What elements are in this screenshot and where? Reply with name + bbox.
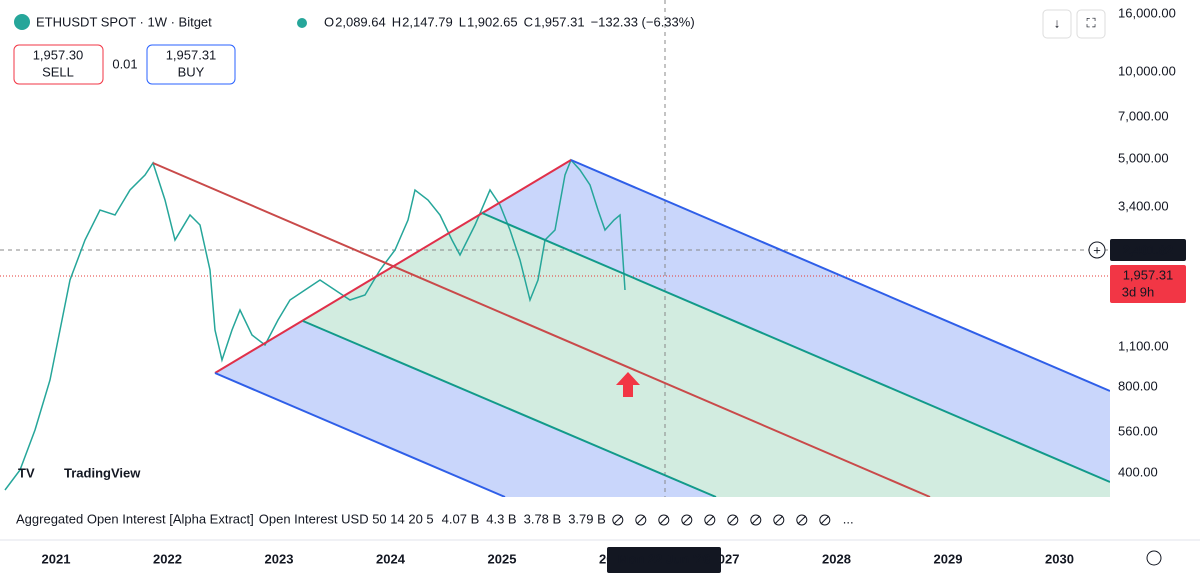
crosshair-date: Mon 22 Jun '26: [618, 551, 711, 566]
indicator-value: 3.79 B: [568, 511, 606, 526]
hidden-value-icon: [612, 514, 624, 526]
time-label: 2022: [153, 551, 182, 566]
hidden-value-icon: [658, 514, 670, 526]
last-price-box: [1110, 265, 1186, 303]
indicator-name: Aggregated Open Interest [Alpha Extract]: [16, 511, 254, 526]
hidden-value-icon: [727, 514, 739, 526]
sell-label: SELL: [42, 64, 74, 79]
indicator-more: ...: [843, 511, 854, 526]
price-series: [4, 158, 626, 491]
watermark-logo: TV: [18, 465, 35, 480]
crosshair-date-box: [607, 547, 721, 573]
pitchfork-lower: [214, 372, 506, 498]
indicator-params: Open Interest USD 50 14 20 5: [259, 511, 434, 526]
hidden-value-icon-slash: [728, 515, 738, 525]
time-label: 2024: [376, 551, 406, 566]
sell-price: 1,957.30: [33, 47, 84, 62]
hidden-value-icon: [750, 514, 762, 526]
price-label: 560.00: [1118, 423, 1158, 438]
price-label: 7,000.00: [1118, 108, 1169, 123]
fullscreen-icon: ⛶: [1085, 15, 1096, 30]
hidden-value-icon: [635, 514, 647, 526]
status-dot: [297, 18, 307, 28]
pitchfork-median: [152, 162, 931, 498]
hidden-value-icon: [704, 514, 716, 526]
ohlc: O 2,089.64 H 2,147.79 L 1,902.65 C 1,957.31 −132…: [324, 14, 695, 29]
price-axis-labels: 16,000.00 10,000.00 7,000.00 5,000.00 3,400.…: [1118, 5, 1176, 479]
pitchfork-inner-lower: [302, 320, 717, 498]
pitchfork-inner-upper: [481, 212, 1111, 483]
price-label: 10,000.00: [1118, 63, 1176, 78]
sell-button[interactable]: [13, 44, 104, 85]
ohlc-key: L: [459, 14, 466, 29]
time-label: 2025: [488, 551, 517, 566]
indicator-value: 4.07 B: [442, 511, 480, 526]
ohlc-value: 2,147.79: [402, 14, 453, 29]
indicator-value: 3.78 B: [524, 511, 562, 526]
hidden-value-icon-slash: [636, 515, 646, 525]
ohlc-key: O: [324, 14, 334, 29]
hidden-value-icon-slash: [682, 515, 692, 525]
settings-button[interactable]: [1146, 550, 1162, 566]
watermark: TradingView: [64, 465, 141, 480]
price-label: 5,000.00: [1118, 150, 1169, 165]
crosshair-price-box: [1110, 239, 1186, 261]
hidden-value-icon-slash: [613, 515, 623, 525]
ohlc-value: 1,902.65: [467, 14, 518, 29]
hidden-value-icon-slash: [774, 515, 784, 525]
crosshair-plus[interactable]: [1088, 241, 1106, 259]
price-label: 400.00: [1118, 464, 1158, 479]
price-label: 800.00: [1118, 378, 1158, 393]
price-label: 1,100.00: [1118, 338, 1169, 353]
pitchfork-inner-fill: [303, 213, 1110, 497]
indicator-pane: [0, 497, 1200, 540]
symbol-icon: [14, 14, 30, 30]
countdown: 3d 9h: [1122, 284, 1155, 299]
price-label: 3,400.00: [1118, 198, 1169, 213]
hidden-value-icon: [819, 514, 831, 526]
hidden-value-icon: [681, 514, 693, 526]
indicator-value: 4.3 B: [486, 511, 516, 526]
buy-button[interactable]: [146, 44, 236, 85]
arrow-marker: [616, 372, 640, 397]
download-button[interactable]: [1042, 9, 1072, 39]
ohlc-value: 1,957.31: [534, 14, 585, 29]
ohlc-key: C: [524, 14, 533, 29]
pitchfork-upper: [570, 159, 1111, 392]
hidden-value-icon-slash: [659, 515, 669, 525]
download-icon: ↓: [1054, 15, 1061, 30]
change: −132.33 (−6.33%): [591, 14, 695, 29]
crosshair-price: 2,401.82: [1123, 242, 1174, 257]
time-label: 2030: [1045, 551, 1074, 566]
ohlc-value: 2,089.64: [335, 14, 386, 29]
fullscreen-button[interactable]: [1076, 9, 1106, 39]
quantity: 0.01: [112, 56, 137, 71]
time-label: 2021: [42, 551, 71, 566]
time-label: 2023: [265, 551, 294, 566]
hidden-value-icon-slash: [751, 515, 761, 525]
symbol-title: ETHUSDT SPOT · 1W · Bitget: [36, 14, 212, 29]
hidden-value-icon: [773, 514, 785, 526]
pitchfork-handle: [214, 159, 572, 374]
time-label: 2029: [934, 551, 963, 566]
last-price: 1,957.31: [1123, 267, 1174, 282]
hidden-value-icon-slash: [820, 515, 830, 525]
hidden-value-icon-slash: [705, 515, 715, 525]
hidden-value-icon: [796, 514, 808, 526]
buy-price: 1,957.31: [166, 47, 217, 62]
time-label: 2028: [822, 551, 851, 566]
buy-label: BUY: [178, 64, 205, 79]
crosshair-plus-icon: +: [1093, 242, 1101, 257]
hidden-value-icon-slash: [797, 515, 807, 525]
ohlc-key: H: [392, 14, 401, 29]
indicator-legend: Aggregated Open Interest [Alpha Extract]…: [16, 511, 854, 526]
time-axis-labels: 2021202220232024202520262027202820292030: [42, 551, 1074, 566]
price-label: 16,000.00: [1118, 5, 1176, 20]
